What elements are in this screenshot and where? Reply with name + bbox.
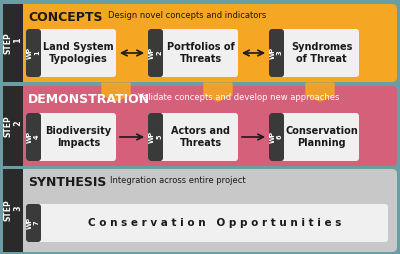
FancyBboxPatch shape [269,113,284,161]
FancyBboxPatch shape [269,29,359,77]
Bar [3,86,23,166]
Text: Syndromes
of Threat: Syndromes of Threat [291,42,352,64]
FancyBboxPatch shape [26,113,41,161]
FancyBboxPatch shape [148,113,163,161]
Polygon shape [204,83,232,101]
FancyBboxPatch shape [269,29,284,77]
FancyBboxPatch shape [26,204,388,242]
FancyBboxPatch shape [26,29,41,77]
FancyBboxPatch shape [26,204,41,242]
Text: WP
6: WP 6 [270,131,283,143]
Text: DEMONSTRATION: DEMONSTRATION [28,93,150,106]
Text: C o n s e r v a t i o n   O p p o r t u n i t i e s: C o n s e r v a t i o n O p p o r t u n … [88,218,341,228]
Text: WP
5: WP 5 [149,131,162,143]
Polygon shape [102,83,130,101]
FancyBboxPatch shape [148,29,238,77]
Bar [3,169,23,252]
FancyBboxPatch shape [3,169,397,252]
Text: WP
2: WP 2 [149,47,162,59]
Text: Design novel concepts and indicators: Design novel concepts and indicators [108,11,266,20]
Text: Portfolios of
Threats: Portfolios of Threats [167,42,234,64]
FancyBboxPatch shape [269,113,359,161]
Text: SYNTHESIS: SYNTHESIS [28,176,106,189]
Text: STEP
  1: STEP 1 [3,32,23,54]
Text: Land System
Typologies: Land System Typologies [43,42,114,64]
FancyBboxPatch shape [3,86,397,166]
Text: Biodiversity
Impacts: Biodiversity Impacts [46,126,112,148]
FancyBboxPatch shape [148,113,238,161]
Text: WP
7: WP 7 [27,217,40,229]
Text: Validate concepts and develop new approaches: Validate concepts and develop new approa… [138,93,339,102]
FancyBboxPatch shape [148,29,163,77]
Text: Integration across entire project: Integration across entire project [110,176,246,185]
FancyBboxPatch shape [3,4,397,82]
Text: STEP
  2: STEP 2 [3,115,23,137]
Bar [3,4,23,82]
Text: STEP
  3: STEP 3 [3,200,23,221]
Text: WP
3: WP 3 [270,47,283,59]
Polygon shape [306,83,334,101]
Text: Actors and
Threats: Actors and Threats [171,126,230,148]
Text: WP
1: WP 1 [27,47,40,59]
FancyBboxPatch shape [26,29,116,77]
FancyBboxPatch shape [26,113,116,161]
Text: Conservation
Planning: Conservation Planning [285,126,358,148]
Text: WP
4: WP 4 [27,131,40,143]
Text: CONCEPTS: CONCEPTS [28,11,102,24]
